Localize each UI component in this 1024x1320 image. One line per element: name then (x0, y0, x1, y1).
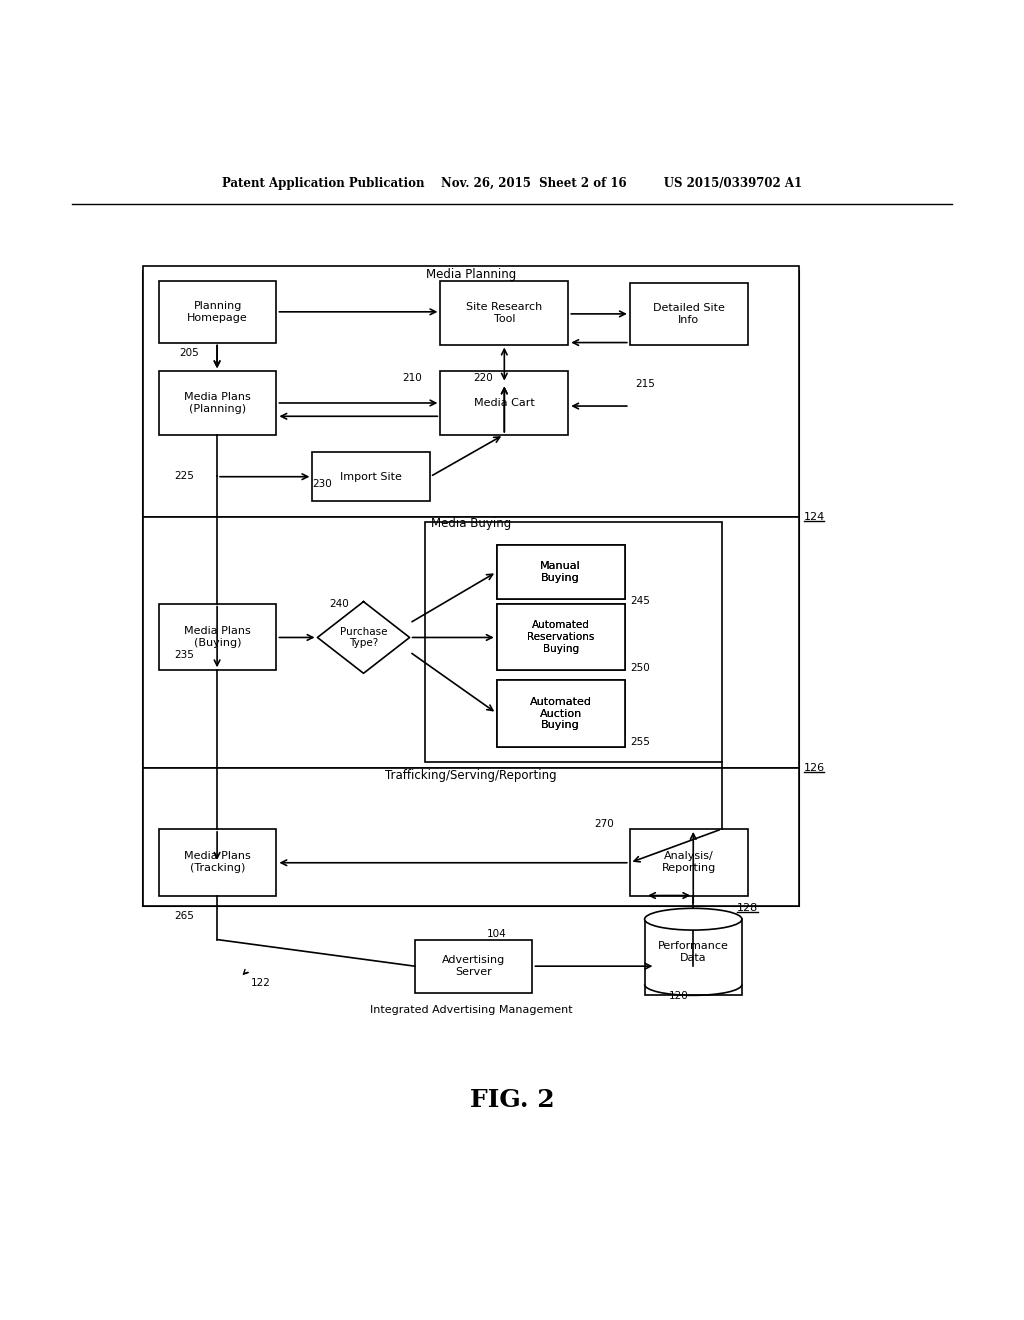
Text: 250: 250 (630, 663, 649, 673)
Text: 205: 205 (179, 347, 199, 358)
Text: Manual
Buying: Manual Buying (541, 561, 581, 582)
FancyBboxPatch shape (159, 371, 276, 434)
FancyBboxPatch shape (143, 271, 799, 906)
Text: 240: 240 (330, 599, 349, 609)
FancyBboxPatch shape (630, 284, 748, 345)
Text: Automated
Auction
Buying: Automated Auction Buying (529, 697, 592, 730)
Text: Media Planning: Media Planning (426, 268, 516, 281)
FancyBboxPatch shape (159, 829, 276, 895)
Text: 122: 122 (251, 978, 270, 987)
Text: Advertising
Server: Advertising Server (442, 956, 505, 977)
Text: Automated
Reservations
Buying: Automated Reservations Buying (527, 620, 594, 653)
Text: Patent Application Publication    Nov. 26, 2015  Sheet 2 of 16         US 2015/0: Patent Application Publication Nov. 26, … (222, 177, 802, 190)
Text: Detailed Site
Info: Detailed Site Info (652, 304, 725, 325)
Text: Site Research
Tool: Site Research Tool (466, 302, 543, 323)
Text: 255: 255 (630, 737, 649, 747)
Text: 265: 265 (174, 911, 194, 921)
Text: 124: 124 (804, 512, 825, 521)
FancyBboxPatch shape (630, 829, 748, 895)
FancyBboxPatch shape (497, 603, 625, 671)
FancyBboxPatch shape (497, 681, 625, 747)
Text: Analysis/
Reporting: Analysis/ Reporting (662, 851, 716, 873)
FancyBboxPatch shape (497, 545, 625, 598)
Text: 210: 210 (402, 374, 422, 383)
FancyBboxPatch shape (440, 281, 568, 345)
FancyBboxPatch shape (425, 521, 722, 763)
FancyBboxPatch shape (497, 681, 625, 747)
Text: 104: 104 (486, 929, 506, 940)
Text: Media Cart: Media Cart (474, 397, 535, 408)
Text: 235: 235 (174, 649, 194, 660)
FancyBboxPatch shape (159, 603, 276, 671)
Ellipse shape (645, 908, 741, 931)
Text: Performance
Data: Performance Data (657, 941, 729, 962)
FancyBboxPatch shape (497, 603, 625, 671)
Text: Media Plans
(Tracking): Media Plans (Tracking) (184, 851, 251, 873)
Text: 245: 245 (630, 595, 649, 606)
FancyBboxPatch shape (415, 940, 532, 993)
FancyBboxPatch shape (143, 767, 799, 906)
Text: Import Site: Import Site (340, 471, 402, 482)
Text: Purchase
Type?: Purchase Type? (340, 627, 387, 648)
Text: 230: 230 (312, 479, 332, 488)
Text: 120: 120 (669, 991, 688, 1001)
Text: 126: 126 (804, 763, 825, 772)
Text: Media Plans
(Buying): Media Plans (Buying) (184, 626, 251, 648)
FancyBboxPatch shape (312, 453, 430, 502)
Text: Media Buying: Media Buying (431, 517, 511, 531)
Text: FIG. 2: FIG. 2 (470, 1088, 554, 1113)
Text: 225: 225 (174, 471, 194, 480)
Text: Automated
Reservations
Buying: Automated Reservations Buying (527, 620, 594, 653)
Text: Planning
Homepage: Planning Homepage (187, 301, 248, 322)
Text: 128: 128 (737, 903, 759, 913)
Text: 215: 215 (635, 379, 654, 388)
Text: Automated
Auction
Buying: Automated Auction Buying (529, 697, 592, 730)
FancyBboxPatch shape (159, 281, 276, 343)
Text: 270: 270 (594, 818, 613, 829)
FancyBboxPatch shape (143, 265, 799, 516)
Text: Manual
Buying: Manual Buying (541, 561, 581, 582)
Text: Integrated Advertising Management: Integrated Advertising Management (370, 1006, 572, 1015)
FancyBboxPatch shape (440, 371, 568, 434)
Text: Trafficking/Serving/Reporting: Trafficking/Serving/Reporting (385, 770, 557, 783)
Text: Media Plans
(Planning): Media Plans (Planning) (184, 392, 251, 413)
Polygon shape (317, 602, 410, 673)
FancyBboxPatch shape (143, 516, 799, 767)
FancyBboxPatch shape (645, 919, 741, 995)
Text: 220: 220 (473, 374, 493, 383)
FancyBboxPatch shape (497, 545, 625, 598)
